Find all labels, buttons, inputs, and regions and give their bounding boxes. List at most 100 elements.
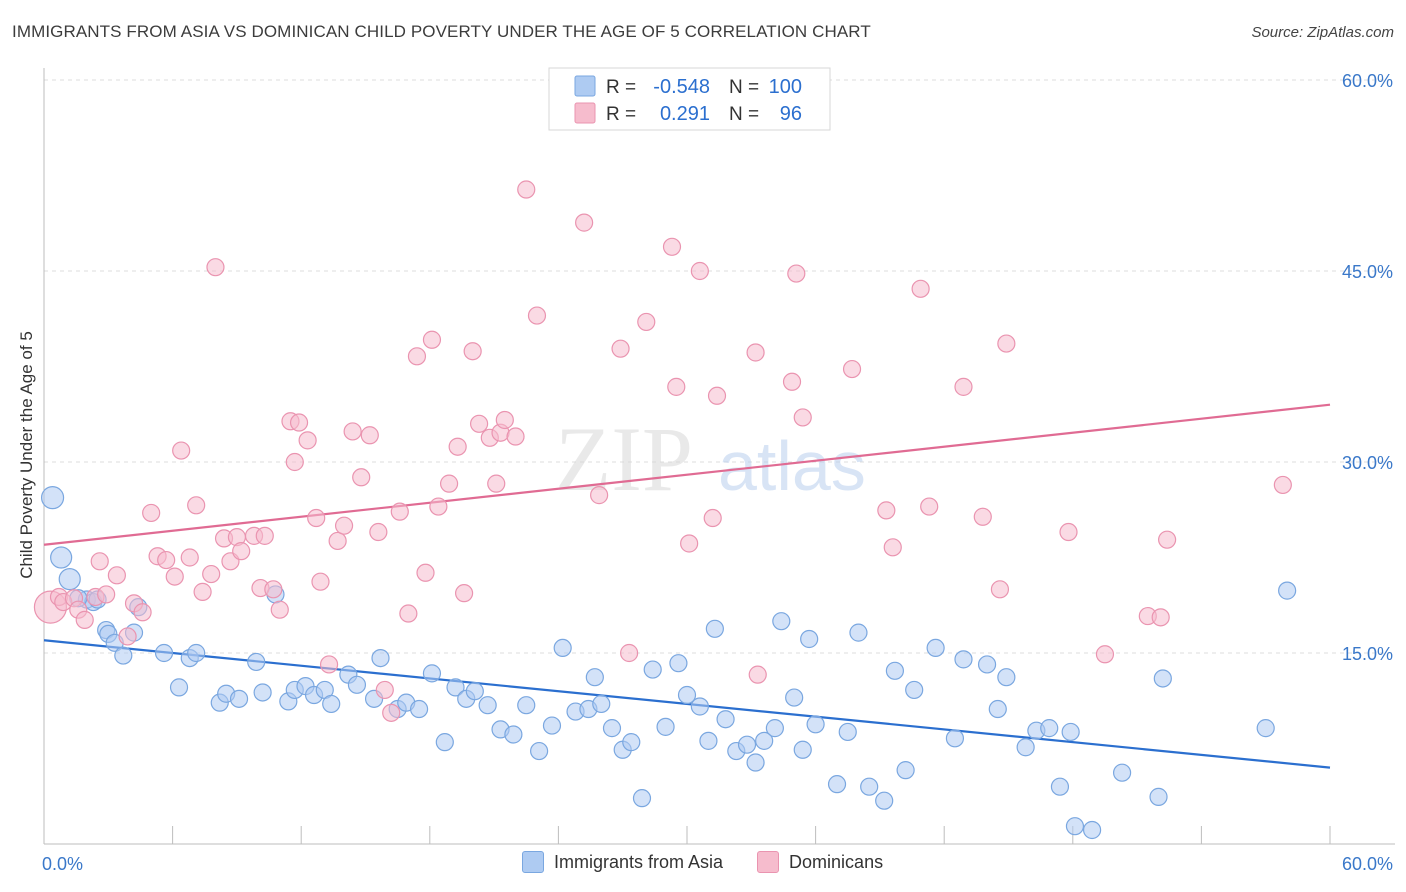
dominican-point bbox=[495, 410, 514, 430]
dominican-point bbox=[187, 496, 206, 515]
dominican-point bbox=[973, 507, 992, 526]
stats-n-value-2: 96 bbox=[780, 103, 802, 125]
stats-swatch-pink bbox=[574, 102, 596, 124]
asia-point bbox=[838, 722, 857, 742]
dominican-point bbox=[264, 580, 283, 599]
dominican-point bbox=[193, 582, 212, 601]
asia-point bbox=[632, 789, 652, 808]
legend-item-asia[interactable]: Immigrants from Asia bbox=[522, 851, 723, 873]
dominican-point bbox=[517, 180, 536, 199]
dominican-point bbox=[133, 603, 152, 622]
asia-point bbox=[765, 719, 784, 738]
asia-point bbox=[602, 719, 622, 738]
dominican-point bbox=[793, 408, 812, 427]
asia-point bbox=[772, 612, 791, 631]
dominican-point bbox=[390, 502, 409, 521]
dominican-point bbox=[527, 306, 547, 325]
asia-point bbox=[114, 646, 133, 665]
dominican-point bbox=[439, 474, 459, 493]
asia-point bbox=[371, 648, 390, 668]
asia-point bbox=[322, 694, 341, 714]
asia-point bbox=[800, 629, 819, 649]
dominican-point bbox=[270, 600, 289, 619]
dominican-point bbox=[319, 655, 339, 674]
asia-point bbox=[1153, 669, 1172, 688]
asia-point bbox=[446, 678, 465, 697]
dominican-point bbox=[90, 552, 109, 571]
asia-point bbox=[50, 546, 73, 569]
stats-n-value-1: 100 bbox=[769, 76, 802, 98]
legend-item-dominicans[interactable]: Dominicans bbox=[757, 851, 883, 873]
asia-point bbox=[977, 655, 997, 674]
dominican-point bbox=[369, 522, 388, 542]
dominican-point bbox=[1095, 645, 1115, 664]
asia-point bbox=[169, 678, 189, 697]
asia-point bbox=[1112, 763, 1132, 782]
y-tick-label-45: 45.0% bbox=[1342, 262, 1393, 282]
asia-point bbox=[478, 696, 497, 715]
asia-point bbox=[1016, 738, 1035, 757]
dominican-point bbox=[842, 359, 862, 379]
asia-point bbox=[806, 715, 825, 734]
dominican-point bbox=[422, 330, 442, 349]
asia-point bbox=[746, 753, 765, 772]
stats-r-label-2: R = bbox=[606, 104, 636, 125]
asia-point bbox=[669, 654, 688, 673]
asia-point bbox=[622, 733, 641, 752]
dominican-point bbox=[611, 339, 630, 358]
asia-point bbox=[926, 638, 945, 658]
dominican-point bbox=[142, 503, 161, 523]
dominican-point bbox=[255, 526, 274, 545]
dominican-point bbox=[107, 566, 126, 585]
legend-swatch-dominicans bbox=[757, 851, 780, 873]
source-label: Source: ZipAtlas.com bbox=[1251, 24, 1394, 41]
stats-r-value-1: -0.548 bbox=[653, 76, 710, 98]
dominican-point bbox=[157, 550, 176, 570]
asia-point bbox=[827, 775, 847, 794]
tick-labels: 15.0% 30.0% 45.0% 60.0% 0.0% 60.0% bbox=[42, 71, 1393, 874]
dominican-point bbox=[662, 237, 682, 256]
dominican-point bbox=[990, 580, 1010, 599]
asia-point bbox=[504, 725, 523, 744]
asia-point bbox=[793, 740, 812, 759]
asia-point bbox=[1061, 722, 1080, 742]
x-tick-label-60: 60.0% bbox=[1342, 854, 1393, 874]
watermark-zip: ZIP bbox=[555, 408, 693, 510]
stats-swatch-blue bbox=[574, 75, 596, 97]
asia-point bbox=[905, 680, 924, 700]
asia-point bbox=[699, 731, 718, 750]
dominican-point bbox=[883, 538, 902, 557]
asia-point bbox=[896, 761, 915, 780]
dominican-point bbox=[206, 258, 225, 277]
asia-point bbox=[690, 697, 709, 716]
asia-point bbox=[705, 619, 724, 638]
asia-point bbox=[517, 696, 536, 715]
asia-point bbox=[553, 638, 572, 658]
dominican-point bbox=[746, 343, 765, 362]
dominican-point bbox=[997, 334, 1016, 353]
dominican-point bbox=[328, 531, 347, 551]
stats-n-label-1: N = bbox=[729, 77, 759, 98]
watermark: ZIP atlas bbox=[555, 408, 866, 510]
asia-point bbox=[530, 741, 549, 761]
asia-point bbox=[643, 660, 662, 679]
asia-point bbox=[1040, 719, 1059, 738]
asia-point bbox=[1278, 581, 1297, 600]
trend-line-dominicans bbox=[43, 403, 1331, 546]
dominican-point bbox=[748, 665, 767, 684]
asia-point bbox=[656, 717, 675, 736]
dominican-point bbox=[343, 422, 362, 441]
dominican-point bbox=[311, 572, 330, 591]
stats-n-label-2: N = bbox=[729, 104, 759, 125]
asia-point bbox=[737, 735, 757, 754]
dominican-point bbox=[690, 261, 709, 281]
dominican-point bbox=[506, 427, 525, 446]
chart-legend: Immigrants from Asia Dominicans bbox=[522, 851, 917, 873]
dominican-point bbox=[703, 508, 722, 528]
dominican-point bbox=[1151, 608, 1170, 627]
asia-point bbox=[253, 683, 272, 702]
asia-point bbox=[1149, 787, 1168, 806]
dominican-point bbox=[575, 213, 594, 232]
asia-point bbox=[954, 650, 973, 669]
asia-point bbox=[1050, 777, 1070, 796]
